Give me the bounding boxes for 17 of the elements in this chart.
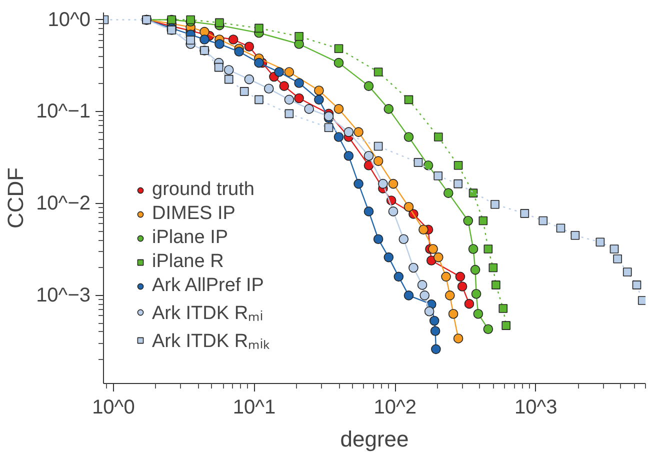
x-tick-label: 10^3 bbox=[514, 396, 558, 418]
legend-label: ground truth bbox=[152, 179, 254, 201]
x-tick-label: 10^1 bbox=[232, 396, 276, 418]
legend-label: Ark ITDK Rₘᵢₖ bbox=[152, 330, 270, 353]
x-axis-title: degree bbox=[340, 426, 409, 452]
y-axis-title: CCDF bbox=[3, 167, 28, 229]
y-tick-label: 10^−3 bbox=[36, 284, 91, 306]
legend-label: Ark AllPref IP bbox=[152, 275, 264, 297]
x-tick-label: 10^2 bbox=[374, 396, 416, 418]
legend-label: iPlane IP bbox=[152, 227, 228, 249]
legend-label: iPlane R bbox=[152, 251, 224, 273]
x-tick-label: 10^0 bbox=[92, 396, 135, 418]
y-tick-label: 10^−1 bbox=[36, 100, 91, 123]
y-tick-label: 10^0 bbox=[48, 8, 91, 31]
y-tick-label: 10^−2 bbox=[36, 192, 91, 215]
legend-label: Ark ITDK Rₘᵢ bbox=[152, 302, 264, 325]
legend-label: DIMES IP bbox=[152, 203, 236, 225]
